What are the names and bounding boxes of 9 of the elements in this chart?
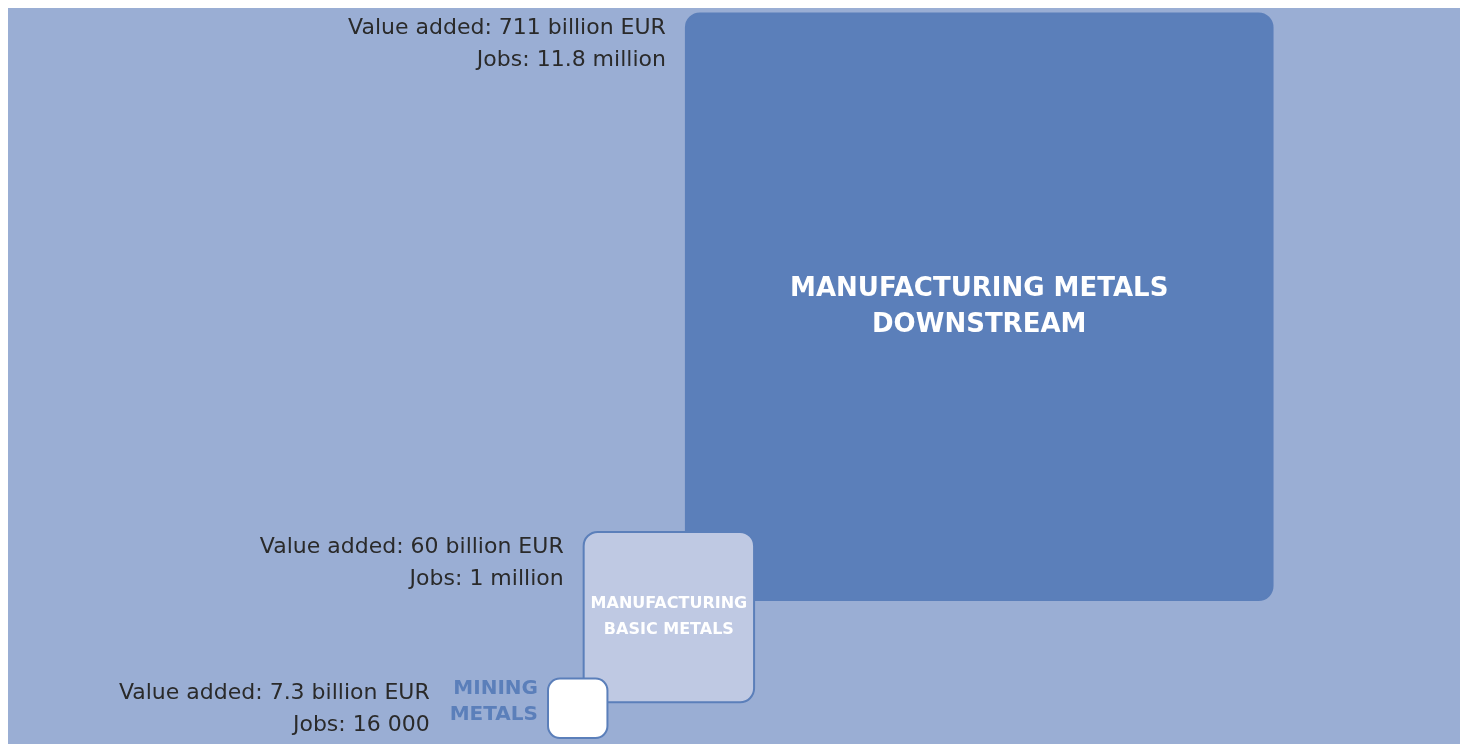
text: Jobs: 11.8 million bbox=[474, 46, 666, 72]
data-label: Value added: 60 billion EUR bbox=[259, 532, 564, 558]
category-label: MINING METALS bbox=[449, 674, 538, 725]
category-label: MANUFACTURING METALS DOWNSTREAM bbox=[790, 271, 1169, 338]
text: Jobs: 16 000 bbox=[290, 711, 430, 737]
data-label: Value added: 711 billion EUR bbox=[348, 14, 666, 40]
text: Jobs: 1 million bbox=[407, 564, 564, 590]
category-label: MANUFACTURING BASIC METALS bbox=[590, 593, 748, 639]
data-label: Value added: 7.3 billion EUR bbox=[118, 679, 430, 705]
